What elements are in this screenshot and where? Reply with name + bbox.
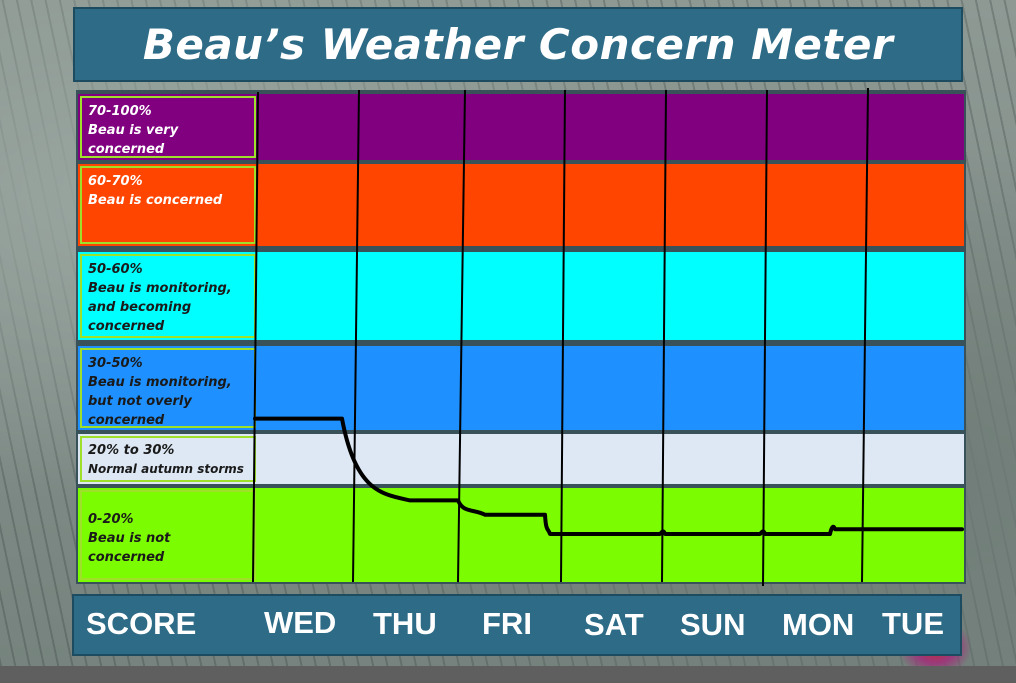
day-grid-line bbox=[352, 89, 360, 583]
day-grid-line bbox=[661, 89, 667, 583]
day-label-sat: SAT bbox=[584, 607, 644, 642]
band-monitoring: 30-50% Beau is monitoring, but not overl… bbox=[78, 346, 964, 430]
day-grid-line bbox=[762, 89, 768, 587]
day-grid-line bbox=[861, 87, 869, 583]
band-range: 30-50% bbox=[88, 356, 143, 371]
band-very-concerned: 70-100% Beau is very concerned bbox=[78, 94, 964, 160]
band-range: 20% to 30% bbox=[88, 443, 175, 458]
band-description: Beau is not concerned bbox=[88, 531, 171, 565]
band-range: 50-60% bbox=[88, 262, 143, 277]
band-label-very-concerned: 70-100% Beau is very concerned bbox=[80, 96, 256, 158]
day-axis-bar: SCORE WED THU FRI SAT SUN MON TUE bbox=[72, 594, 962, 656]
day-label-tue: TUE bbox=[882, 606, 944, 641]
band-description: Beau is monitoring, but not overly conce… bbox=[88, 375, 232, 428]
day-grid-line bbox=[252, 91, 259, 583]
band-description: Beau is very concerned bbox=[88, 123, 179, 157]
bottom-strip bbox=[0, 666, 1016, 683]
band-description: Normal autumn storms bbox=[88, 462, 244, 476]
band-concerned: 60-70% Beau is concerned bbox=[78, 164, 964, 246]
day-label-fri: FRI bbox=[482, 606, 532, 641]
day-label-wed: WED bbox=[264, 605, 337, 640]
chart-title: Beau’s Weather Concern Meter bbox=[142, 20, 894, 69]
band-label-monitoring-becoming: 50-60% Beau is monitoring, and becoming … bbox=[80, 254, 256, 338]
band-monitoring-becoming-concerned: 50-60% Beau is monitoring, and becoming … bbox=[78, 252, 964, 340]
band-range: 0-20% bbox=[88, 512, 134, 527]
day-label-sun: SUN bbox=[680, 607, 746, 642]
band-label-concerned: 60-70% Beau is concerned bbox=[80, 166, 256, 244]
band-description: Beau is monitoring, and becoming concern… bbox=[88, 281, 232, 334]
concern-trend-line bbox=[253, 416, 964, 536]
title-banner: Beau’s Weather Concern Meter bbox=[73, 7, 963, 82]
band-label-not-concerned: 0-20% Beau is not concerned bbox=[80, 490, 256, 580]
band-range: 60-70% bbox=[88, 174, 143, 189]
band-description: Beau is concerned bbox=[88, 193, 223, 208]
day-grid-line bbox=[560, 89, 566, 583]
day-label-thu: THU bbox=[373, 606, 437, 641]
day-label-mon: MON bbox=[782, 607, 855, 642]
band-normal-storms: 20% to 30% Normal autumn storms bbox=[78, 434, 964, 484]
band-range: 70-100% bbox=[88, 104, 152, 119]
score-axis-label: SCORE bbox=[86, 606, 197, 641]
